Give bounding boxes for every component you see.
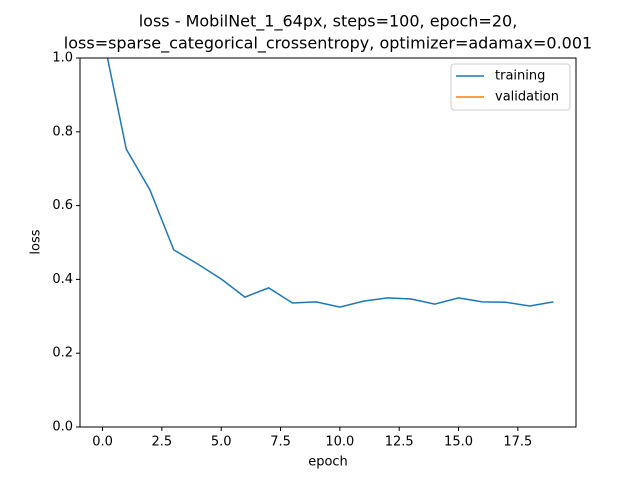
x-tick-label: 12.5 [385,435,414,450]
legend: training validation [450,63,571,111]
y-tick-label: 0.6 [52,198,73,213]
y-axis-label: loss [29,229,44,254]
x-axis-label: epoch [308,455,348,470]
y-tick-label: 0.8 [52,124,73,139]
x-tick-label: 15.0 [444,435,473,450]
x-tick-label: 5.0 [211,435,232,450]
chart-title: loss=sparse_categorical_crossentropy, op… [64,34,592,54]
y-tick-label: 0.4 [52,272,73,287]
plot-frame [79,57,577,428]
x-tick-label: 0.0 [92,435,113,450]
legend-label: training [495,69,545,84]
y-tick-label: 0.2 [52,346,73,361]
legend-label: validation [495,90,559,105]
series-line [106,58,554,308]
y-tick-label: 0.0 [52,420,73,435]
x-tick-label: 17.5 [503,435,532,450]
chart-title: loss - MobilNet_1_64px, steps=100, epoch… [139,12,518,32]
x-tick-label: 7.5 [270,435,291,450]
x-tick-label: 10.0 [325,435,354,450]
y-tick-label: 1.0 [52,51,73,66]
x-tick-label: 2.5 [152,435,173,450]
